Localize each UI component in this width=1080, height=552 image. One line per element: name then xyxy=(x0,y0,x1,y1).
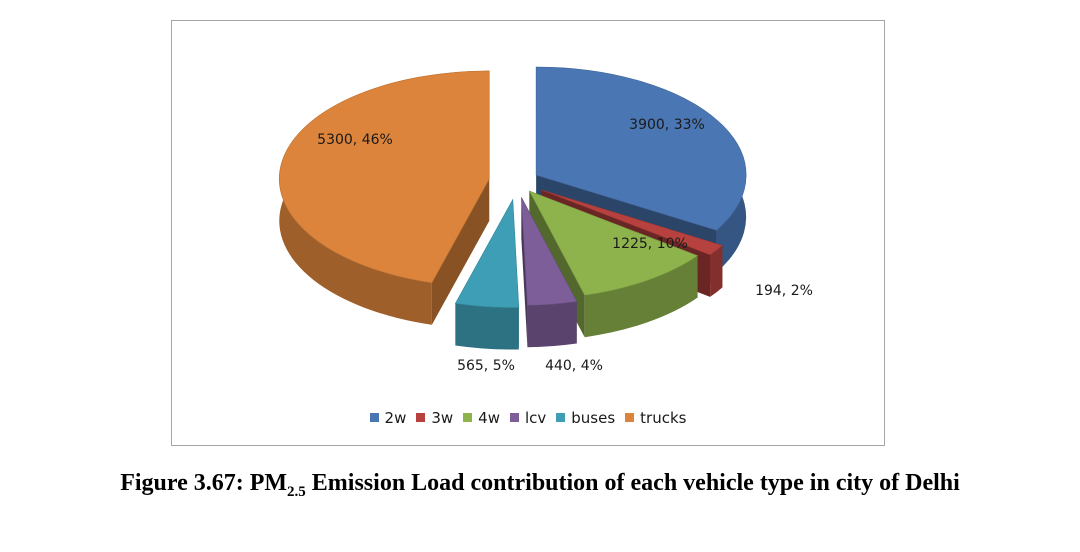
data-label-trucks: 5300, 46% xyxy=(317,132,393,148)
pie-chart: 3900, 33% 194, 2% 1225, 10% 440, 4% 565, 5% 5… xyxy=(279,66,813,374)
caption-suffix: Emission Load contribution of each vehic… xyxy=(305,470,960,496)
legend-swatch-3w xyxy=(416,413,426,422)
caption-subscript: 2.5 xyxy=(287,483,306,500)
pie-top-layer xyxy=(279,66,747,308)
legend-label-lcv: lcv xyxy=(524,409,547,427)
legend-item-2w: 2w xyxy=(369,409,407,427)
pie-wall-start-trucks xyxy=(431,178,490,325)
pie-rim-lcv xyxy=(527,301,577,348)
legend-item-lcv: lcv xyxy=(509,409,547,427)
data-label-2w: 3900, 33% xyxy=(629,117,705,133)
data-label-4w: 1225, 10% xyxy=(612,236,688,252)
pie-slice-trucks xyxy=(279,70,490,284)
pie-slice-lcv xyxy=(521,197,578,306)
legend-swatch-2w xyxy=(369,413,379,422)
pie-slice-2w xyxy=(535,66,747,231)
figure-caption: Figure 3.67: PM2.5 Emission Load contrib… xyxy=(0,470,1080,501)
legend-label-buses: buses xyxy=(571,409,616,427)
legend: 2w 3w 4w lcv buses trucks xyxy=(172,409,884,427)
pie-rim-4w xyxy=(584,255,698,338)
data-label-lcv: 440, 4% xyxy=(545,358,603,374)
legend-item-4w: 4w xyxy=(463,409,500,427)
legend-item-buses: buses xyxy=(556,409,615,427)
legend-swatch-4w xyxy=(463,413,473,422)
data-label-buses: 565, 5% xyxy=(457,358,515,374)
pie-wall-end-lcv xyxy=(521,197,528,348)
pie-slice-buses xyxy=(454,198,520,308)
legend-label-3w: 3w xyxy=(431,409,454,427)
legend-label-2w: 2w xyxy=(384,409,407,427)
legend-swatch-trucks xyxy=(625,413,635,422)
pie-rim-buses xyxy=(455,303,519,350)
legend-label-trucks: trucks xyxy=(640,409,687,427)
legend-swatch-lcv xyxy=(509,413,519,422)
pie-slice-4w xyxy=(528,190,699,296)
data-label-3w: 194, 2% xyxy=(755,283,813,299)
legend-swatch-buses xyxy=(556,413,566,422)
legend-label-4w: 4w xyxy=(478,409,500,427)
pie-slice-3w xyxy=(541,189,723,256)
legend-item-3w: 3w xyxy=(416,409,453,427)
chart-area: 3900, 33% 194, 2% 1225, 10% 440, 4% 565, 5% 5… xyxy=(171,20,885,446)
legend-item-trucks: trucks xyxy=(625,409,686,427)
pie-rim-3w xyxy=(710,245,723,297)
caption-prefix: Figure 3.67: PM xyxy=(120,470,288,496)
